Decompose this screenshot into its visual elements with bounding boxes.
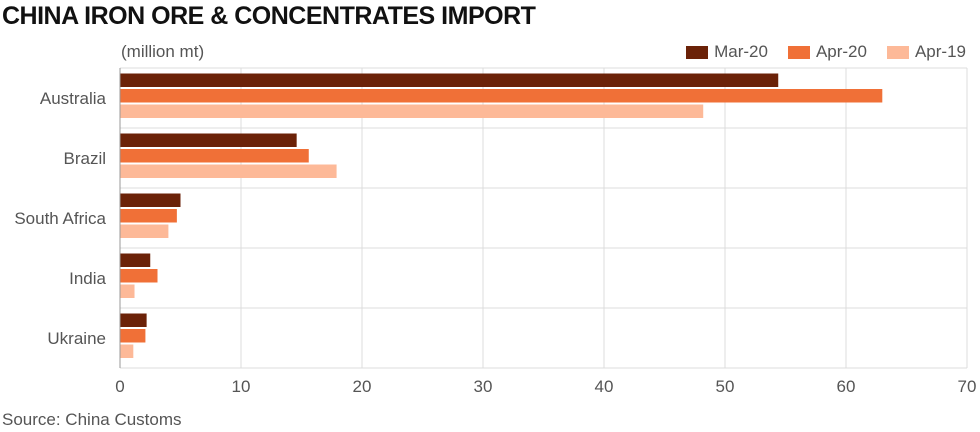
legend-label-series-3: Apr-19 xyxy=(914,42,966,61)
legend-swatch-series-2 xyxy=(787,45,810,59)
bar-brazil-apr-20 xyxy=(120,149,309,163)
x-tick-label-6: 60 xyxy=(837,377,856,396)
bar-ukraine-apr-19 xyxy=(120,344,134,358)
bar-australia-apr-19 xyxy=(120,104,704,118)
legend-item-series-1: Mar-20 xyxy=(686,42,768,62)
bar-india-mar-20 xyxy=(120,253,151,267)
source-note: Source: China Customs xyxy=(2,410,182,429)
category-label-india: India xyxy=(69,269,106,288)
legend-swatch-series-3 xyxy=(886,45,909,59)
category-label-ukraine: Ukraine xyxy=(47,329,106,348)
legend-label-series-2: Apr-20 xyxy=(815,42,867,61)
legend-label-series-1: Mar-20 xyxy=(714,42,768,61)
x-tick-label-3: 30 xyxy=(474,377,493,396)
bar-australia-mar-20 xyxy=(120,73,779,87)
legend-item-series-2: Apr-20 xyxy=(787,42,867,62)
bar-south-africa-mar-20 xyxy=(120,193,181,207)
legend: Mar-20 Apr-20 Apr-19 xyxy=(686,42,966,62)
bar-brazil-apr-19 xyxy=(120,164,337,178)
category-label-brazil: Brazil xyxy=(63,149,106,168)
bar-south-africa-apr-19 xyxy=(120,224,169,238)
bar-india-apr-20 xyxy=(120,269,158,283)
category-label-australia: Australia xyxy=(40,89,107,108)
x-tick-label-5: 50 xyxy=(716,377,735,396)
x-tick-label-7: 70 xyxy=(958,377,977,396)
unit-label: (million mt) xyxy=(121,42,205,61)
bar-ukraine-apr-20 xyxy=(120,329,146,343)
legend-swatch-series-1 xyxy=(686,45,709,59)
bar-south-africa-apr-20 xyxy=(120,209,177,223)
x-tick-label-4: 40 xyxy=(595,377,614,396)
x-tick-label-0: 0 xyxy=(115,377,124,396)
bar-brazil-mar-20 xyxy=(120,133,297,147)
bar-india-apr-19 xyxy=(120,284,135,298)
bar-australia-apr-20 xyxy=(120,89,883,103)
chart-title: CHINA IRON ORE & CONCENTRATES IMPORT xyxy=(2,2,536,30)
x-tick-label-1: 10 xyxy=(232,377,251,396)
x-tick-label-2: 20 xyxy=(353,377,372,396)
legend-item-series-3: Apr-19 xyxy=(886,42,966,62)
category-label-south-africa: South Africa xyxy=(14,209,106,228)
bar-ukraine-mar-20 xyxy=(120,313,147,327)
